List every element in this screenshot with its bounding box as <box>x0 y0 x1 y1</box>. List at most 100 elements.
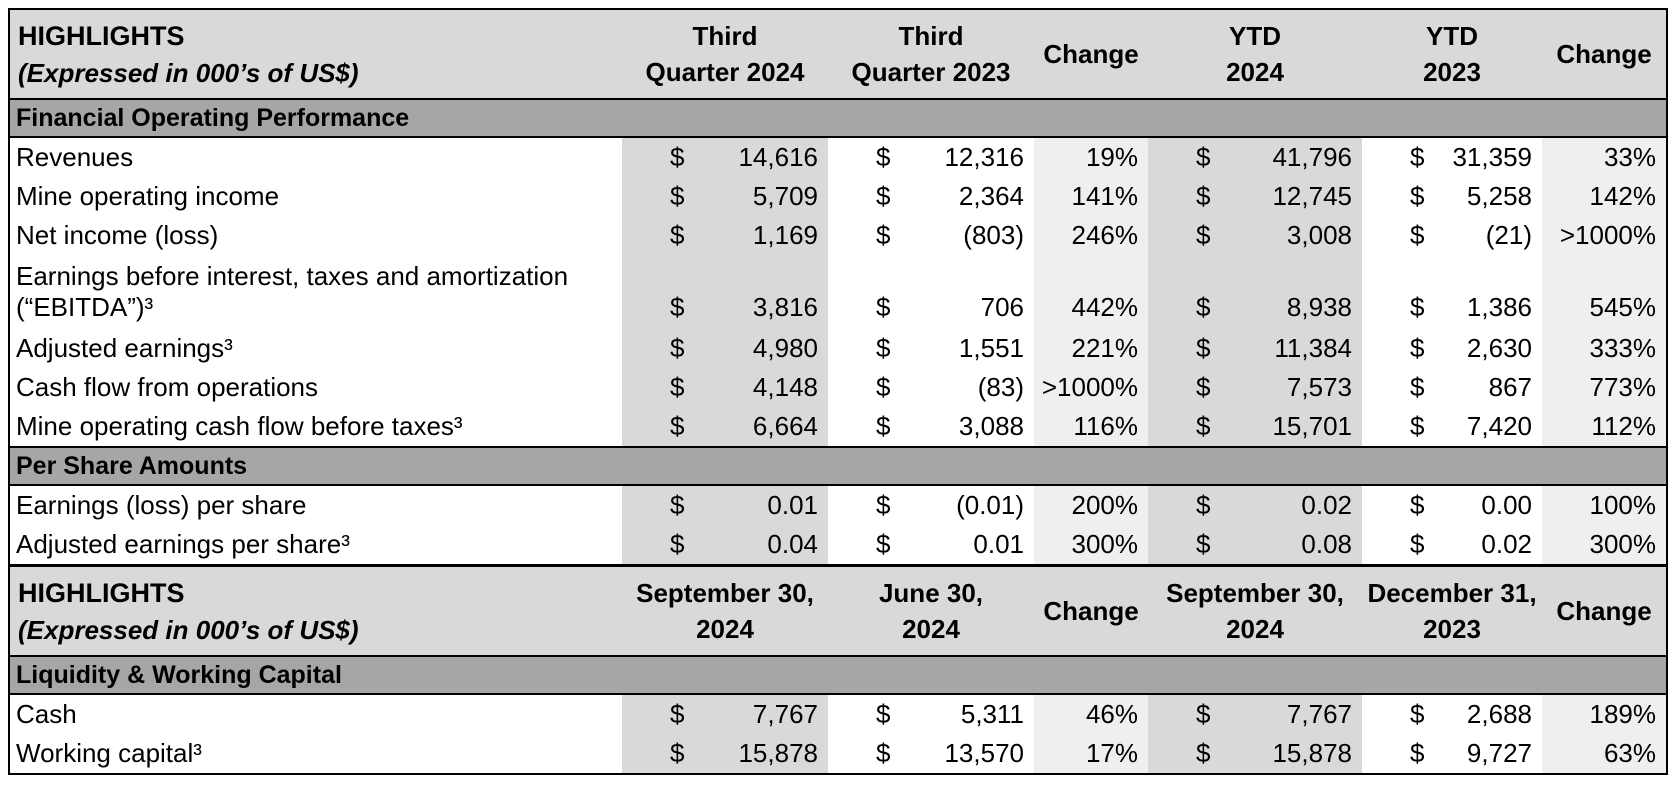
value-cell: $1,551 <box>828 329 1034 368</box>
change-cell: 200% <box>1034 486 1148 525</box>
currency-symbol: $ <box>1196 181 1211 211</box>
table1-header-row: HIGHLIGHTS (Expressed in 000’s of US$) T… <box>10 10 1666 98</box>
change-text: 333% <box>1589 333 1657 363</box>
value-cell: $3,088 <box>828 407 1034 446</box>
currency-symbol: $ <box>1410 333 1425 363</box>
financial-highlights-table: HIGHLIGHTS (Expressed in 000’s of US$) T… <box>8 8 1668 775</box>
column-header-line1: YTD <box>1426 21 1478 51</box>
column-header-line1: Third <box>692 21 758 51</box>
currency-symbol: $ <box>1410 372 1425 402</box>
currency-symbol: $ <box>1196 699 1211 729</box>
currency-symbol: $ <box>1410 142 1425 172</box>
row-label: Mine operating cash flow before taxes³ <box>10 407 622 446</box>
value-cell: $5,311 <box>828 695 1034 734</box>
value-cell: $0.01 <box>828 525 1034 564</box>
column-header-line1: Change <box>1556 39 1652 69</box>
change-cell: 112% <box>1542 407 1666 446</box>
column-header-line1: September 30, <box>636 578 814 608</box>
table2-subtitle: (Expressed in 000’s of US$) <box>18 615 359 645</box>
change-text: >1000% <box>1041 372 1138 402</box>
currency-symbol: $ <box>1410 738 1425 768</box>
row-label-text: Mine operating cash flow before taxes³ <box>16 411 463 441</box>
value-text: (0.01) <box>956 490 1024 520</box>
table-row-cash: Cash $7,767 $5,311 46% $7,767 $2,688 189… <box>10 695 1666 734</box>
value-text: 0.02 <box>1301 490 1352 520</box>
currency-symbol: $ <box>670 372 685 402</box>
value-cell: $13,570 <box>828 734 1034 773</box>
value-cell: $7,420 <box>1362 407 1542 446</box>
row-label-text: Revenues <box>16 142 134 172</box>
column-header-line2: Quarter 2023 <box>851 57 1011 87</box>
value-text: 706 <box>980 292 1024 322</box>
table2-title: HIGHLIGHTS <box>18 578 185 608</box>
value-cell: $0.02 <box>1362 525 1542 564</box>
currency-symbol: $ <box>670 738 685 768</box>
value-cell: $3,008 <box>1148 216 1362 255</box>
value-text: 867 <box>1488 372 1532 402</box>
value-cell: $31,359 <box>1362 138 1542 177</box>
currency-symbol: $ <box>1196 490 1211 520</box>
change-text: 100% <box>1589 490 1657 520</box>
value-text: 0.00 <box>1481 490 1532 520</box>
column-header-september-30-2024: September 30, 2024 <box>622 567 828 655</box>
change-text: 33% <box>1603 142 1656 172</box>
section-title: Financial Operating Performance <box>16 103 410 132</box>
value-text: 12,745 <box>1272 181 1352 211</box>
row-label-text: Adjusted earnings per share³ <box>16 529 350 559</box>
change-cell: 116% <box>1034 407 1148 446</box>
value-cell: $5,709 <box>622 177 828 216</box>
section-header-per-share-amounts: Per Share Amounts <box>10 446 1666 486</box>
value-cell: $0.02 <box>1148 486 1362 525</box>
value-cell: $706 <box>828 255 1034 329</box>
value-text: 31,359 <box>1452 142 1532 172</box>
currency-symbol: $ <box>1410 529 1425 559</box>
value-text: 0.01 <box>767 490 818 520</box>
change-text: 19% <box>1085 142 1138 172</box>
change-text: 246% <box>1071 220 1139 250</box>
change-cell: >1000% <box>1542 216 1666 255</box>
value-cell: $15,701 <box>1148 407 1362 446</box>
currency-symbol: $ <box>1196 333 1211 363</box>
row-label: Working capital³ <box>10 734 622 773</box>
value-cell: $4,148 <box>622 368 828 407</box>
row-label-text: Cash <box>16 699 77 729</box>
change-cell: 246% <box>1034 216 1148 255</box>
row-label: Mine operating income <box>10 177 622 216</box>
table2-header-row: HIGHLIGHTS (Expressed in 000’s of US$) S… <box>10 567 1666 655</box>
change-cell: 333% <box>1542 329 1666 368</box>
change-cell: 33% <box>1542 138 1666 177</box>
currency-symbol: $ <box>1196 220 1211 250</box>
value-cell: $5,258 <box>1362 177 1542 216</box>
value-text: 7,767 <box>1286 699 1352 729</box>
row-label-text: Earnings before interest, taxes and amor… <box>16 261 569 291</box>
value-cell: $12,745 <box>1148 177 1362 216</box>
change-text: 141% <box>1071 181 1139 211</box>
value-cell: $ (0.01) <box>828 486 1034 525</box>
column-header-line1: Third <box>898 21 964 51</box>
value-text: 15,878 <box>1272 738 1352 768</box>
change-text: 200% <box>1071 490 1139 520</box>
change-cell: 63% <box>1542 734 1666 773</box>
change-cell: 100% <box>1542 486 1666 525</box>
value-cell: $1,386 <box>1362 255 1542 329</box>
value-text: (803) <box>963 220 1024 250</box>
column-header-line1: December 31, <box>1367 578 1537 608</box>
table-row-mine-operating-cash-flow: Mine operating cash flow before taxes³ $… <box>10 407 1666 446</box>
currency-symbol: $ <box>876 372 891 402</box>
column-header-line1: June 30, <box>878 578 984 608</box>
value-cell: $7,767 <box>622 695 828 734</box>
currency-symbol: $ <box>670 490 685 520</box>
row-label-text: Mine operating income <box>16 181 280 211</box>
currency-symbol: $ <box>670 142 685 172</box>
value-text: 7,767 <box>752 699 818 729</box>
change-cell: 19% <box>1034 138 1148 177</box>
currency-symbol: $ <box>670 220 685 250</box>
column-header-third-quarter-2023: Third Quarter 2023 <box>828 10 1034 98</box>
table1-title-cell: HIGHLIGHTS (Expressed in 000’s of US$) <box>10 10 622 98</box>
currency-symbol: $ <box>876 220 891 250</box>
value-cell: $ (83) <box>828 368 1034 407</box>
value-text: 4,148 <box>752 372 818 402</box>
value-cell: $6,664 <box>622 407 828 446</box>
change-text: 221% <box>1071 333 1139 363</box>
value-text: 5,311 <box>960 699 1024 729</box>
